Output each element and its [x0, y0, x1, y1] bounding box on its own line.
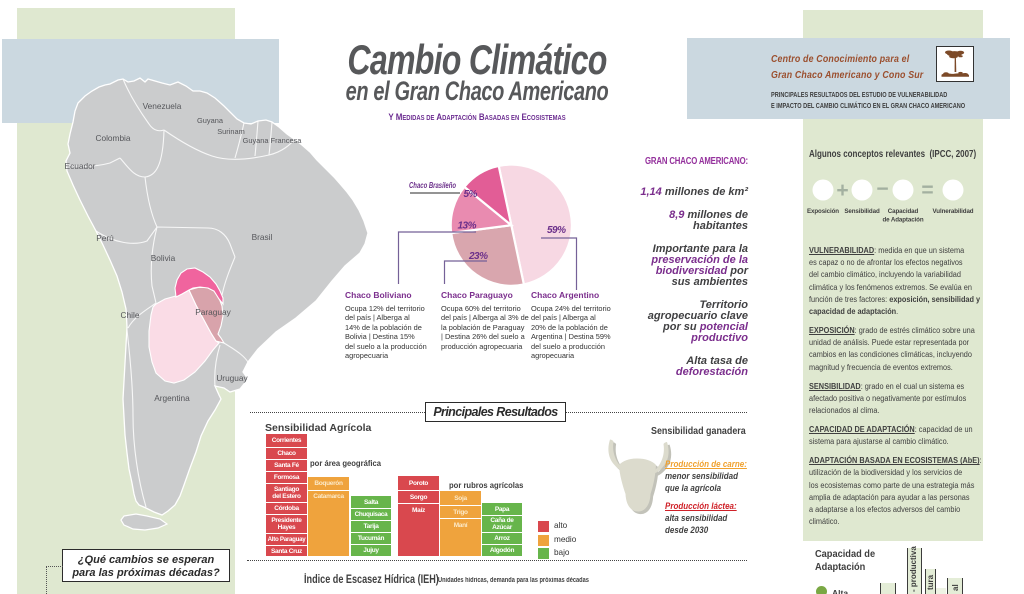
svg-text:59%: 59% — [547, 225, 566, 236]
svg-text:Vulnerabilidad: Vulnerabilidad — [932, 208, 973, 215]
svg-text:=: = — [921, 179, 933, 202]
svg-text:Ecuador: Ecuador — [65, 161, 96, 171]
svg-text:+: + — [836, 179, 848, 202]
svg-text:Chaco Brasileño: Chaco Brasileño — [409, 180, 456, 190]
svg-text:Surinam: Surinam — [217, 127, 245, 136]
svg-text:13%: 13% — [458, 221, 477, 232]
svg-text:5%: 5% — [464, 189, 478, 200]
svg-text:Capacidad: Capacidad — [888, 208, 919, 215]
svg-text:Guyana: Guyana — [197, 116, 224, 125]
svg-text:Colombia: Colombia — [95, 133, 130, 143]
svg-text:Sensibilidad: Sensibilidad — [844, 208, 880, 215]
svg-text:Uruguay: Uruguay — [216, 373, 248, 383]
svg-text:23%: 23% — [468, 251, 488, 262]
svg-text:Paraguay: Paraguay — [195, 307, 231, 317]
svg-text:Exposición: Exposición — [807, 208, 839, 215]
svg-text:de Adaptación: de Adaptación — [882, 217, 923, 224]
svg-text:Brasil: Brasil — [252, 232, 273, 242]
svg-text:Perú: Perú — [96, 233, 114, 243]
svg-text:Argentina: Argentina — [154, 393, 190, 403]
svg-text:−: − — [876, 178, 888, 201]
svg-text:Chile: Chile — [121, 310, 140, 320]
svg-text:Guyana Francesa: Guyana Francesa — [243, 136, 303, 145]
svg-text:Venezuela: Venezuela — [143, 101, 182, 111]
svg-text:Bolivia: Bolivia — [151, 253, 176, 263]
